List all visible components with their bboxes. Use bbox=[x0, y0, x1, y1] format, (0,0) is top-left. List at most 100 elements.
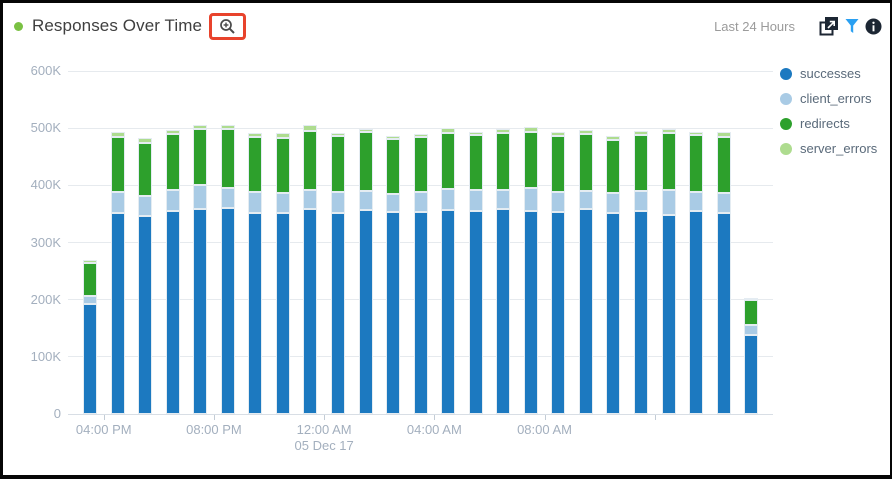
bar-segment-redirects[interactable] bbox=[138, 143, 153, 196]
bar-segment-server_errors[interactable] bbox=[634, 131, 648, 135]
bar-segment-successes[interactable] bbox=[716, 212, 731, 414]
bar-segment-redirects[interactable] bbox=[689, 135, 704, 192]
bar-segment-successes[interactable] bbox=[689, 211, 704, 414]
legend-item-successes[interactable]: successes bbox=[780, 66, 892, 81]
bar-segment-successes[interactable] bbox=[303, 208, 318, 414]
bar-segment-client_errors[interactable] bbox=[716, 193, 731, 213]
bar-segment-successes[interactable] bbox=[496, 209, 511, 414]
bar-2-00-am[interactable] bbox=[386, 71, 401, 414]
bar-segment-client_errors[interactable] bbox=[248, 191, 263, 213]
bar-segment-client_errors[interactable] bbox=[193, 185, 208, 210]
bar-3-00-am[interactable] bbox=[413, 71, 428, 414]
bar-12-00-pm[interactable] bbox=[661, 71, 676, 414]
bar-segment-client_errors[interactable] bbox=[386, 193, 401, 213]
bar-segment-server_errors[interactable] bbox=[83, 259, 97, 264]
bar-segment-server_errors[interactable] bbox=[165, 129, 180, 134]
bar-segment-successes[interactable] bbox=[441, 209, 456, 414]
zoom-in-icon[interactable] bbox=[219, 18, 236, 35]
bar-segment-redirects[interactable] bbox=[83, 263, 97, 296]
bar-4-00-am[interactable] bbox=[441, 71, 456, 414]
bar-9-00-am[interactable] bbox=[578, 71, 593, 414]
bar-segment-redirects[interactable] bbox=[716, 136, 731, 194]
bar-segment-redirects[interactable] bbox=[496, 133, 511, 190]
bar-segment-redirects[interactable] bbox=[606, 139, 621, 194]
bar-segment-successes[interactable] bbox=[330, 212, 345, 414]
bar-segment-redirects[interactable] bbox=[220, 129, 235, 188]
bar-segment-server_errors[interactable] bbox=[220, 125, 235, 130]
bar-10-00-pm[interactable] bbox=[275, 71, 290, 414]
bar-segment-successes[interactable] bbox=[358, 209, 373, 414]
bar-segment-redirects[interactable] bbox=[634, 135, 648, 191]
bar-segment-server_errors[interactable] bbox=[551, 131, 566, 137]
bar-segment-redirects[interactable] bbox=[386, 139, 401, 194]
bar-segment-client_errors[interactable] bbox=[661, 189, 676, 215]
bar-segment-redirects[interactable] bbox=[551, 136, 566, 193]
bar-11-00-am[interactable] bbox=[634, 71, 648, 414]
bar-segment-client_errors[interactable] bbox=[578, 191, 593, 210]
bar-8-00-pm[interactable] bbox=[220, 71, 235, 414]
bar-segment-client_errors[interactable] bbox=[413, 192, 428, 212]
bar-segment-server_errors[interactable] bbox=[110, 132, 125, 137]
bar-segment-successes[interactable] bbox=[634, 210, 648, 414]
bar-segment-successes[interactable] bbox=[578, 209, 593, 414]
bar-segment-redirects[interactable] bbox=[358, 132, 373, 192]
bar-segment-server_errors[interactable] bbox=[138, 137, 153, 143]
legend-item-server_errors[interactable]: server_errors bbox=[780, 141, 892, 156]
bar-4-00-pm[interactable] bbox=[110, 71, 125, 414]
bar-3-00-pm[interactable] bbox=[744, 71, 759, 414]
bar-segment-server_errors[interactable] bbox=[303, 125, 318, 131]
open-in-new-icon[interactable] bbox=[819, 16, 839, 36]
bar-segment-successes[interactable] bbox=[193, 209, 208, 414]
bar-segment-successes[interactable] bbox=[661, 214, 676, 414]
legend-item-client_errors[interactable]: client_errors bbox=[780, 91, 892, 106]
bar-10-00-am[interactable] bbox=[606, 71, 621, 414]
bar-3-40-pm[interactable] bbox=[83, 71, 97, 414]
bar-segment-redirects[interactable] bbox=[441, 133, 456, 189]
bar-segment-redirects[interactable] bbox=[744, 300, 759, 326]
bar-9-00-pm[interactable] bbox=[248, 71, 263, 414]
bar-segment-redirects[interactable] bbox=[193, 129, 208, 186]
bar-segment-server_errors[interactable] bbox=[386, 135, 401, 139]
bar-segment-server_errors[interactable] bbox=[441, 127, 456, 134]
bar-segment-server_errors[interactable] bbox=[661, 128, 676, 133]
bar-segment-redirects[interactable] bbox=[523, 131, 538, 188]
bar-segment-successes[interactable] bbox=[110, 212, 125, 414]
bar-segment-client_errors[interactable] bbox=[468, 189, 483, 212]
bar-segment-redirects[interactable] bbox=[468, 135, 483, 190]
bar-segment-server_errors[interactable] bbox=[358, 128, 373, 133]
bar-segment-server_errors[interactable] bbox=[330, 132, 345, 136]
bar-segment-client_errors[interactable] bbox=[165, 189, 180, 211]
bar-segment-successes[interactable] bbox=[165, 210, 180, 414]
bar-6-00-am[interactable] bbox=[496, 71, 511, 414]
info-icon[interactable] bbox=[865, 18, 882, 35]
bar-segment-client_errors[interactable] bbox=[110, 192, 125, 213]
bar-segment-server_errors[interactable] bbox=[523, 127, 538, 132]
bar-segment-successes[interactable] bbox=[386, 212, 401, 414]
bar-2-00-pm[interactable] bbox=[716, 71, 731, 414]
bar-segment-client_errors[interactable] bbox=[744, 325, 759, 336]
bar-1-00-am[interactable] bbox=[358, 71, 373, 414]
bar-segment-redirects[interactable] bbox=[661, 132, 676, 190]
bar-segment-successes[interactable] bbox=[606, 212, 621, 414]
bar-segment-successes[interactable] bbox=[220, 208, 235, 414]
filter-icon[interactable] bbox=[845, 18, 859, 34]
bar-segment-server_errors[interactable] bbox=[578, 129, 593, 134]
bar-segment-successes[interactable] bbox=[413, 211, 428, 414]
bar-segment-successes[interactable] bbox=[468, 211, 483, 414]
bar-7-00-am[interactable] bbox=[523, 71, 538, 414]
bar-11-00-pm[interactable] bbox=[303, 71, 318, 414]
bar-segment-client_errors[interactable] bbox=[496, 189, 511, 210]
bar-12-00-am[interactable] bbox=[330, 71, 345, 414]
bar-segment-successes[interactable] bbox=[83, 304, 97, 414]
bar-segment-redirects[interactable] bbox=[330, 135, 345, 192]
legend-item-redirects[interactable]: redirects bbox=[780, 116, 892, 131]
bar-5-00-pm[interactable] bbox=[138, 71, 153, 414]
bar-segment-client_errors[interactable] bbox=[551, 192, 566, 213]
bar-segment-client_errors[interactable] bbox=[275, 193, 290, 214]
bar-segment-redirects[interactable] bbox=[165, 133, 180, 190]
bar-segment-successes[interactable] bbox=[744, 335, 759, 414]
bar-5-00-am[interactable] bbox=[468, 71, 483, 414]
bar-segment-server_errors[interactable] bbox=[193, 125, 208, 130]
bar-segment-redirects[interactable] bbox=[248, 136, 263, 192]
bar-segment-redirects[interactable] bbox=[303, 131, 318, 190]
